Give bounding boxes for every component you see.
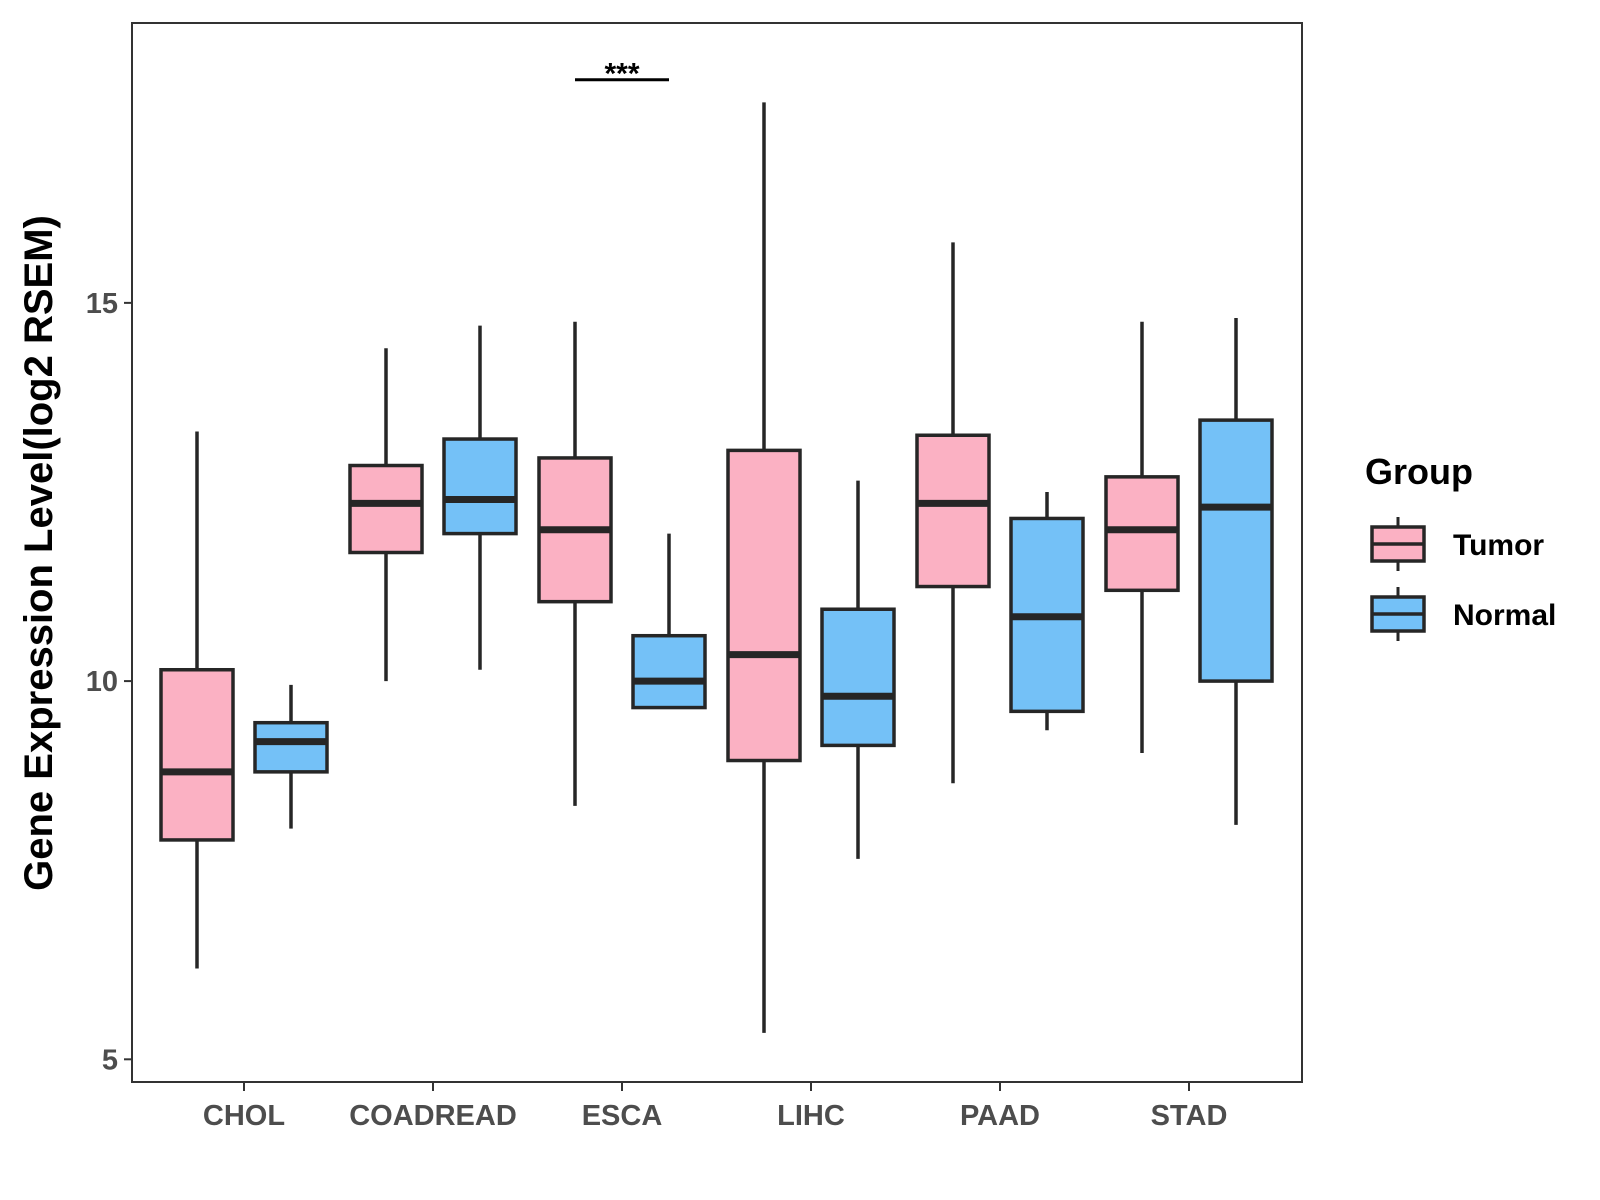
legend-key-normal	[1370, 587, 1426, 641]
legend-label-normal: Normal	[1453, 599, 1556, 632]
box-body	[1198, 418, 1274, 683]
x-tick-label-lihc: LIHC	[777, 1100, 845, 1132]
x-tick-label-stad: STAD	[1151, 1100, 1228, 1132]
x-tick-label-coadread: COADREAD	[349, 1100, 517, 1132]
box-tumor-chol	[159, 431, 235, 969]
box-body	[348, 463, 424, 555]
x-tick-label-esca: ESCA	[582, 1100, 663, 1132]
box-tumor-coadread	[348, 348, 424, 682]
box-normal-stad	[1198, 318, 1274, 825]
box-tumor-stad	[1104, 321, 1180, 753]
box-tumor-esca	[537, 321, 613, 806]
box-body	[253, 720, 329, 774]
box-normal-chol	[253, 684, 329, 829]
legend-title: Group	[1365, 451, 1473, 492]
box-normal-coadread	[442, 325, 518, 670]
y-axis-title: Gene Expression Level(log2 RSEM)	[17, 215, 61, 891]
box-body	[915, 433, 991, 589]
legend-label-tumor: Tumor	[1453, 529, 1544, 562]
y-tick-label: 10	[86, 666, 118, 698]
legend: Group Tumor Normal	[1365, 451, 1556, 641]
box-normal-esca	[631, 533, 707, 710]
y-tick-label: 15	[86, 288, 118, 320]
plot-layer: 5 10 15 CHOL COADREAD ESCA LIHC PAAD STAD ***	[86, 22, 1303, 1132]
x-tick-label-chol: CHOL	[203, 1100, 285, 1132]
legend-key-tumor	[1370, 517, 1426, 571]
box-tumor-paad	[915, 242, 991, 784]
box-body	[442, 437, 518, 536]
box-body	[631, 633, 707, 710]
box-body	[820, 607, 896, 748]
plot-panel-border	[131, 22, 1303, 1083]
box-body	[159, 667, 235, 842]
box-body	[1104, 475, 1180, 593]
box-tumor-lihc	[726, 102, 802, 1033]
box-body	[726, 448, 802, 763]
box-normal-paad	[1009, 491, 1085, 731]
x-tick-label-paad: PAAD	[960, 1100, 1040, 1132]
significance-label: ***	[604, 58, 639, 91]
box-normal-lihc	[820, 480, 896, 859]
y-tick-label: 5	[102, 1044, 118, 1076]
